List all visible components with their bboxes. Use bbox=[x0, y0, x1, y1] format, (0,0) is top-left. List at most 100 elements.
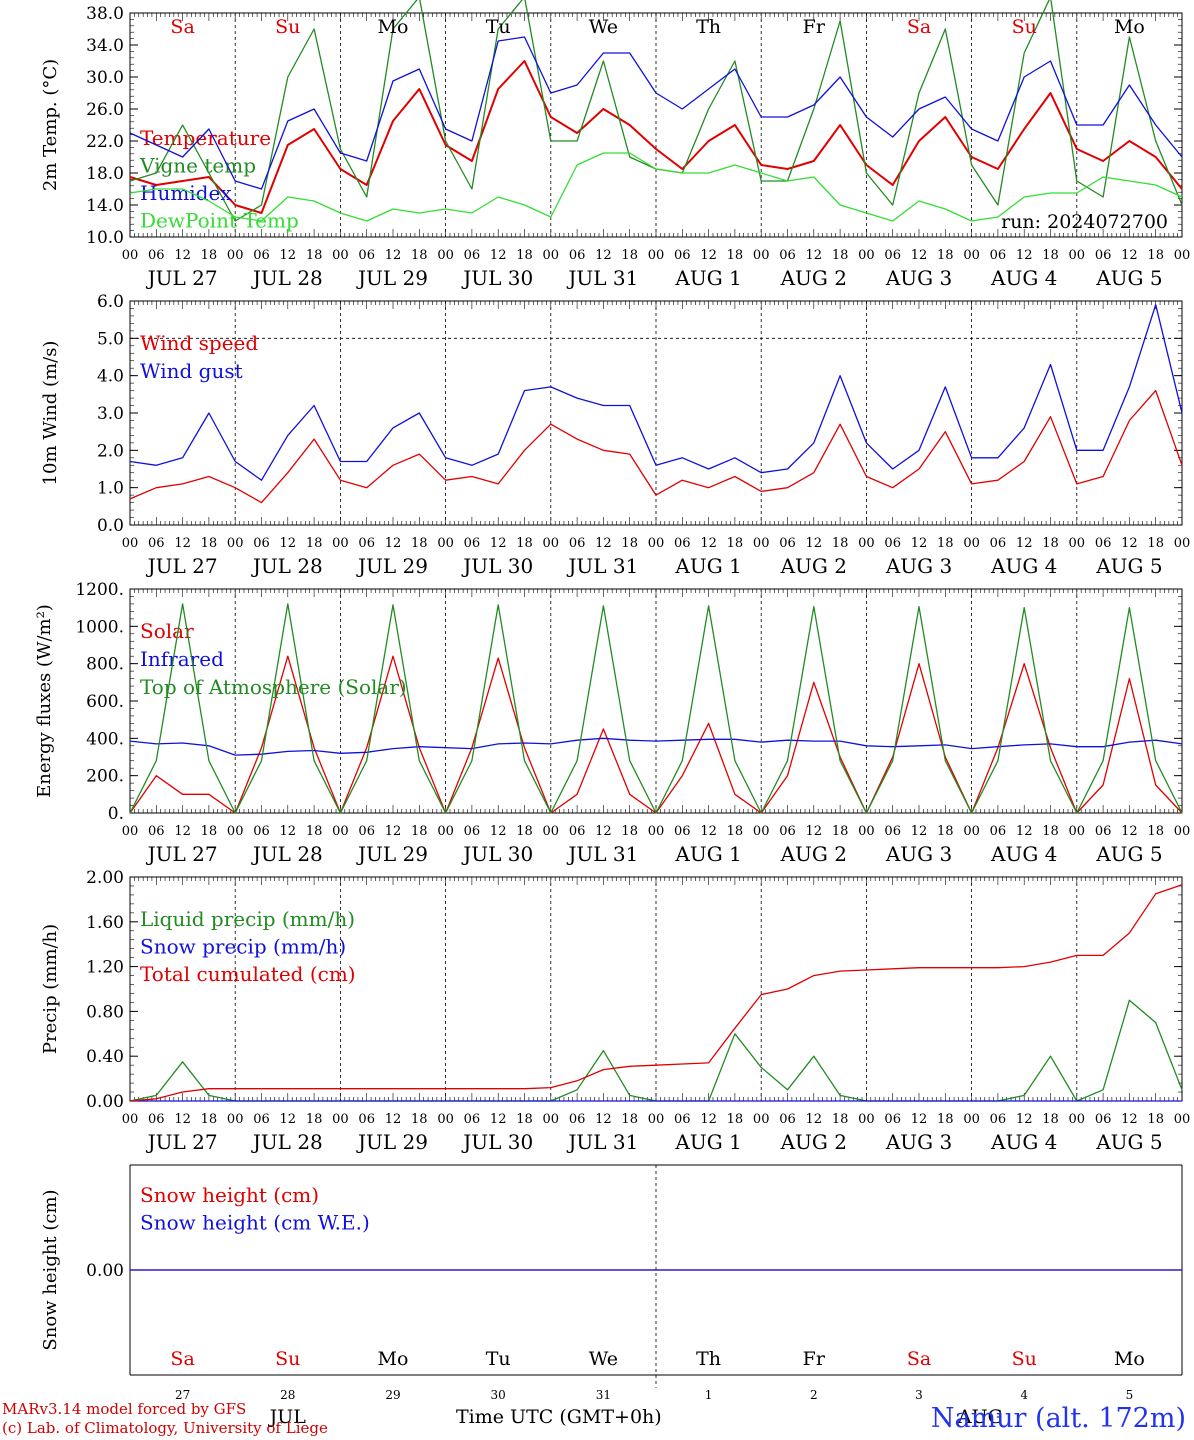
hour-tick-label: 06 bbox=[674, 248, 691, 263]
hour-tick-label: 18 bbox=[727, 536, 744, 551]
series-line-total-cumulated-cm bbox=[129, 884, 1183, 1102]
legend-label: Wind speed bbox=[140, 331, 258, 355]
date-label: JUL 27 bbox=[146, 266, 218, 290]
date-label: JUL 27 bbox=[146, 1130, 218, 1154]
hour-tick-label: 00 bbox=[332, 824, 349, 839]
legend-label: Snow height (cm W.E.) bbox=[140, 1211, 370, 1235]
hour-tick-label: 18 bbox=[832, 536, 849, 551]
date-label: AUG 2 bbox=[780, 842, 847, 866]
hour-tick-label: 00 bbox=[753, 536, 770, 551]
hour-tick-label: 06 bbox=[1095, 1112, 1112, 1127]
day-name-label: Sa bbox=[907, 1348, 931, 1370]
hour-tick-label: 06 bbox=[148, 824, 165, 839]
hour-tick-label: 18 bbox=[832, 248, 849, 263]
hour-tick-label: 18 bbox=[937, 824, 954, 839]
date-label: AUG 2 bbox=[780, 554, 847, 578]
hour-tick-label: 12 bbox=[700, 248, 717, 263]
hour-tick-label: 06 bbox=[779, 536, 796, 551]
hour-tick-label: 00 bbox=[1174, 1112, 1191, 1127]
hour-tick-label: 18 bbox=[306, 824, 323, 839]
hour-tick-label: 06 bbox=[990, 824, 1007, 839]
hour-tick-label: 12 bbox=[595, 1112, 612, 1127]
hour-tick-label: 00 bbox=[227, 1112, 244, 1127]
y-tick-label: 1.20 bbox=[86, 958, 124, 978]
date-label: JUL 28 bbox=[251, 842, 323, 866]
day-name-label: Sa bbox=[170, 1348, 194, 1370]
hour-tick-label: 18 bbox=[621, 824, 638, 839]
y-axis-title: Precip (mm/h) bbox=[40, 924, 61, 1054]
day-name-label: Su bbox=[1012, 1348, 1037, 1370]
hour-tick-label: 06 bbox=[358, 1112, 375, 1127]
hour-tick-label: 12 bbox=[490, 536, 507, 551]
y-tick-label: 18.0 bbox=[86, 164, 124, 184]
hour-tick-label: 06 bbox=[569, 1112, 586, 1127]
hour-tick-label: 12 bbox=[385, 248, 402, 263]
hour-tick-label: 12 bbox=[385, 824, 402, 839]
hour-tick-label: 18 bbox=[201, 536, 218, 551]
hour-tick-label: 18 bbox=[306, 1112, 323, 1127]
hour-tick-label: 06 bbox=[779, 1112, 796, 1127]
day-number-label: 31 bbox=[596, 1388, 611, 1402]
date-label: AUG 3 bbox=[885, 842, 952, 866]
hour-tick-label: 00 bbox=[227, 536, 244, 551]
date-label: JUL 29 bbox=[356, 266, 428, 290]
hour-tick-label: 12 bbox=[806, 248, 823, 263]
y-tick-label: 1200. bbox=[75, 580, 124, 600]
series-line-top-of-atmosphere-solar bbox=[129, 603, 1183, 814]
hour-tick-label: 18 bbox=[201, 824, 218, 839]
y-tick-label: 1.0 bbox=[97, 479, 124, 499]
hour-tick-label: 06 bbox=[884, 248, 901, 263]
hour-tick-label: 18 bbox=[201, 1112, 218, 1127]
hour-tick-label: 06 bbox=[253, 824, 270, 839]
hour-tick-label: 12 bbox=[595, 248, 612, 263]
legend-label: Liquid precip (mm/h) bbox=[140, 907, 355, 931]
hour-tick-label: 06 bbox=[1095, 536, 1112, 551]
hour-tick-label: 06 bbox=[148, 536, 165, 551]
hour-tick-label: 00 bbox=[122, 248, 139, 263]
hour-tick-label: 18 bbox=[306, 248, 323, 263]
date-label: AUG 4 bbox=[990, 554, 1057, 578]
date-label: AUG 5 bbox=[1095, 842, 1162, 866]
y-tick-label: 0. bbox=[108, 804, 124, 824]
hour-tick-label: 12 bbox=[806, 536, 823, 551]
date-label: JUL 30 bbox=[461, 554, 533, 578]
y-tick-label: 2.00 bbox=[86, 868, 124, 888]
panel-frame bbox=[129, 12, 1183, 238]
panel-frame bbox=[129, 300, 1183, 526]
hour-tick-label: 18 bbox=[516, 248, 533, 263]
date-label: AUG 2 bbox=[780, 266, 847, 290]
day-name-label: Mo bbox=[1114, 16, 1145, 38]
credit-line-1: MARv3.14 model forced by GFS bbox=[2, 1400, 247, 1418]
date-label: AUG 4 bbox=[990, 1130, 1057, 1154]
date-label: JUL 28 bbox=[251, 1130, 323, 1154]
hour-tick-label: 00 bbox=[1069, 248, 1086, 263]
hour-tick-label: 18 bbox=[201, 248, 218, 263]
hour-tick-label: 00 bbox=[543, 248, 560, 263]
day-number-label: 27 bbox=[175, 1388, 190, 1402]
hour-tick-label: 12 bbox=[1016, 1112, 1033, 1127]
hour-tick-label: 06 bbox=[253, 536, 270, 551]
hour-tick-label: 12 bbox=[280, 1112, 297, 1127]
hour-tick-label: 00 bbox=[122, 824, 139, 839]
hour-tick-label: 00 bbox=[332, 248, 349, 263]
day-name-label: Sa bbox=[170, 16, 194, 38]
hour-tick-label: 12 bbox=[385, 1112, 402, 1127]
legend-label: Total cumulated (cm) bbox=[140, 962, 356, 986]
hour-tick-label: 18 bbox=[832, 1112, 849, 1127]
y-tick-label: 800. bbox=[86, 655, 124, 675]
hour-tick-label: 12 bbox=[280, 824, 297, 839]
hour-tick-label: 00 bbox=[648, 536, 665, 551]
day-number-label: 5 bbox=[1126, 1388, 1134, 1402]
hour-tick-label: 12 bbox=[911, 1112, 928, 1127]
hour-tick-label: 00 bbox=[122, 1112, 139, 1127]
day-number-label: 30 bbox=[491, 1388, 506, 1402]
hour-tick-label: 00 bbox=[437, 536, 454, 551]
day-name-label: We bbox=[589, 1348, 618, 1370]
hour-tick-label: 00 bbox=[1174, 248, 1191, 263]
hour-tick-label: 06 bbox=[990, 248, 1007, 263]
date-label: AUG 5 bbox=[1095, 266, 1162, 290]
hour-tick-label: 18 bbox=[1042, 1112, 1059, 1127]
legend-label: Snow height (cm) bbox=[140, 1183, 319, 1207]
date-label: AUG 1 bbox=[674, 1130, 741, 1154]
day-name-label: Su bbox=[275, 16, 300, 38]
